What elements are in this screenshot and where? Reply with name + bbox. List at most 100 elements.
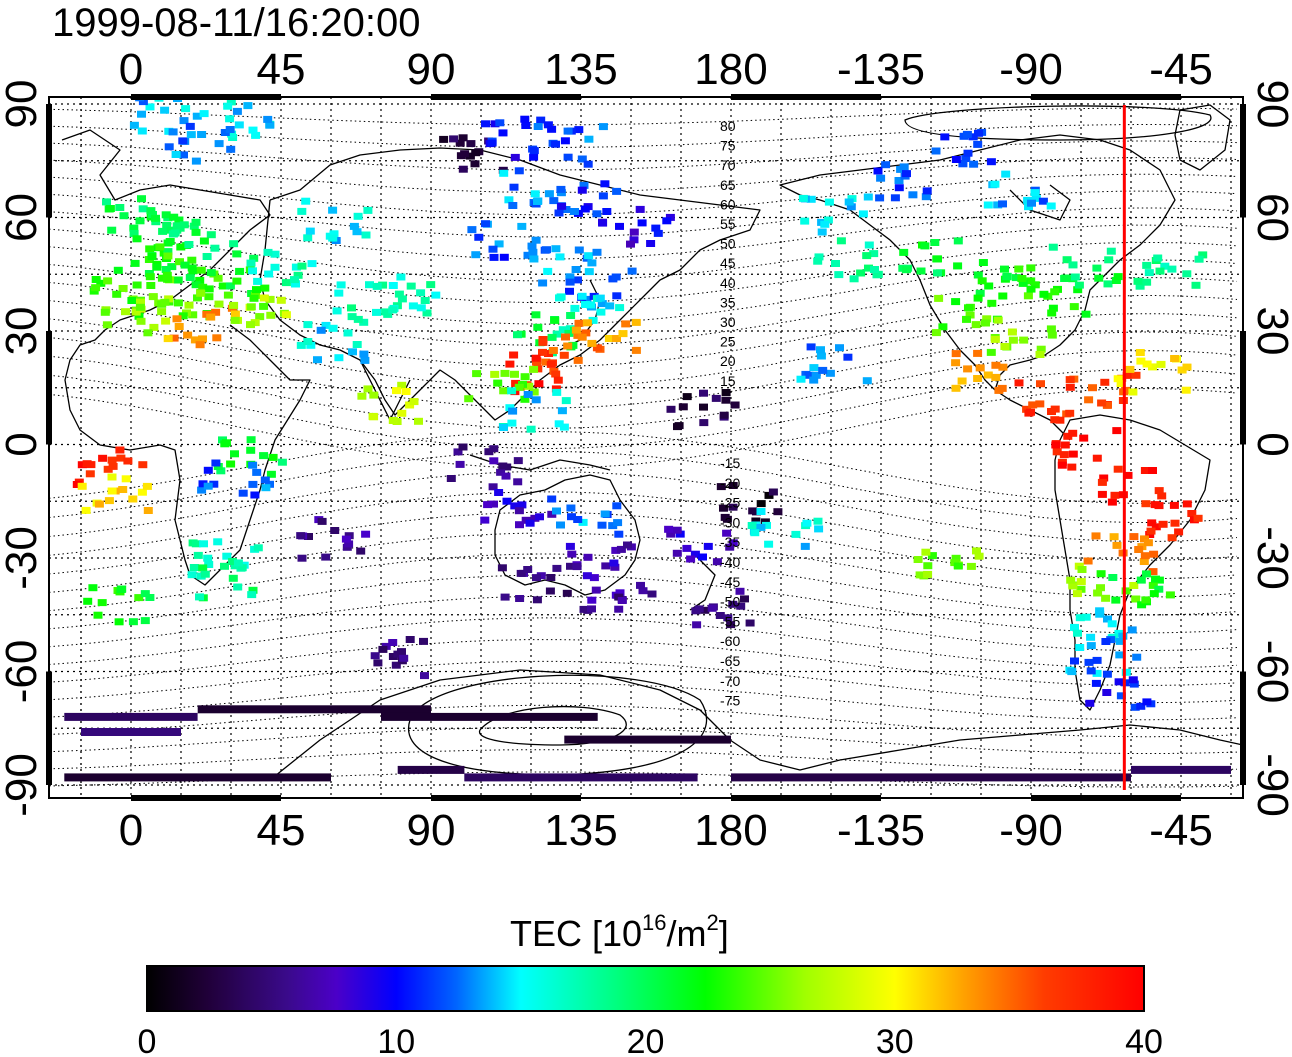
tec-cell	[531, 354, 541, 362]
tec-cell	[938, 323, 948, 331]
tec-cell	[566, 562, 575, 570]
tec-cell	[552, 564, 562, 572]
tec-cell	[958, 160, 968, 168]
tec-cell	[198, 564, 208, 572]
tec-cell	[266, 470, 276, 478]
tec-cell	[635, 205, 645, 213]
tec-cell	[525, 519, 535, 527]
tec-cell	[875, 194, 885, 202]
tec-cell	[388, 639, 398, 646]
tec-cell	[631, 318, 641, 326]
x-bottom-tick-label: -90	[999, 806, 1063, 855]
tec-cell	[1093, 589, 1103, 597]
tec-cell	[186, 131, 196, 139]
tec-cell	[134, 312, 144, 320]
tec-cell	[513, 457, 523, 465]
tec-cell	[707, 604, 717, 612]
tec-cell	[297, 262, 307, 270]
tec-cell	[162, 271, 172, 279]
tec-cell	[894, 184, 904, 192]
tec-cell	[169, 334, 179, 342]
tec-cell	[547, 125, 557, 133]
tec-cell	[541, 358, 551, 366]
tec-cell	[1107, 498, 1117, 506]
geomag-contour	[49, 157, 1238, 193]
tec-cell	[248, 586, 258, 594]
contour-label: 25	[720, 334, 736, 350]
tec-cell	[96, 279, 106, 287]
geomag-contour	[49, 431, 1238, 504]
tec-cell	[226, 460, 236, 468]
tec-cell	[329, 230, 339, 238]
tec-cell	[1050, 416, 1060, 424]
tec-cell	[862, 377, 872, 385]
tec-cell	[199, 237, 209, 245]
tec-cell	[1031, 194, 1041, 202]
tec-cell	[653, 229, 663, 237]
contour-label: -25	[720, 495, 740, 511]
tec-cell	[1099, 474, 1109, 482]
tec-cell	[232, 277, 242, 285]
tec-cell	[179, 117, 189, 125]
tec-cell	[951, 554, 961, 562]
tec-cell	[508, 407, 518, 415]
contour-label: 65	[720, 177, 736, 193]
tec-cell	[1081, 613, 1091, 621]
tec-cell	[105, 205, 115, 212]
tec-cell	[225, 282, 235, 290]
tec-cell	[200, 570, 210, 578]
tec-cell	[416, 289, 426, 297]
tec-cell	[388, 282, 398, 289]
tec-cell	[577, 186, 587, 194]
tec-cell	[856, 269, 866, 277]
tec-cell	[88, 584, 98, 592]
tec-cell	[962, 315, 971, 323]
tec-cell	[986, 348, 996, 356]
tec-cell	[193, 551, 203, 559]
tec-cell	[118, 285, 128, 292]
frame-tick	[131, 94, 281, 100]
tec-cell	[1109, 533, 1119, 541]
tec-cell	[953, 562, 963, 570]
x-bottom-tick-label: 45	[257, 806, 306, 855]
tec-cell	[532, 198, 542, 205]
geomag-contour	[49, 704, 1238, 738]
tec-cell	[923, 562, 933, 570]
tec-cell	[1030, 281, 1040, 289]
tec-cell	[191, 540, 201, 548]
tec-cell	[1081, 310, 1091, 318]
tec-cell	[552, 507, 561, 515]
tec-cell	[1128, 388, 1138, 396]
tec-cell	[846, 203, 856, 211]
x-bottom-tick-label: 0	[119, 806, 143, 855]
tec-cell	[1026, 277, 1036, 285]
tec-cell	[372, 282, 382, 290]
tec-cell	[530, 514, 540, 522]
tec-cell	[1065, 376, 1075, 384]
tec-cell	[163, 252, 173, 260]
tec-cell	[328, 324, 338, 332]
tec-cell	[178, 137, 188, 145]
tec-cell	[523, 251, 533, 259]
y-axis-left-ticks: 90 60 30 0 -30 -60 -90	[0, 80, 46, 817]
tec-cell	[843, 353, 853, 361]
tec-cell	[566, 504, 576, 512]
tec-cell	[817, 228, 827, 236]
frame-tick	[1240, 331, 1246, 445]
tec-cell	[301, 197, 311, 205]
geomag-contour	[49, 295, 1238, 367]
tec-cell	[98, 454, 108, 462]
tec-cell	[1097, 490, 1107, 498]
tec-cell	[176, 243, 186, 251]
tec-cell	[501, 472, 511, 480]
contour-label: 35	[720, 294, 736, 310]
tec-cell	[1092, 656, 1102, 664]
tec-cell	[968, 133, 978, 141]
tec-cell	[149, 323, 159, 331]
tec-cell	[498, 462, 508, 470]
contour-labels-north: 80 75 70 65 60 55 50 45 40 35 30 25 20 15	[720, 118, 736, 389]
tec-cell	[998, 200, 1007, 208]
tec-cell	[93, 611, 103, 619]
tec-cell	[248, 267, 257, 275]
tec-cell	[538, 338, 548, 346]
